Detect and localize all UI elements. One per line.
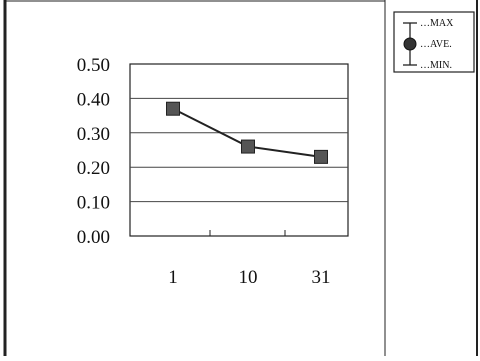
y-axis-tick-labels: 0.50 0.40 0.30 0.20 0.10 0.00 <box>77 55 110 248</box>
data-point-marker <box>166 101 180 116</box>
legend-label-ave: …AVE. <box>420 39 452 50</box>
y-tick-label: 0.30 <box>77 124 110 145</box>
legend-ave-marker-icon <box>403 37 417 51</box>
x-axis-tick-labels: 1 10 31 <box>168 267 330 288</box>
data-point-marker <box>314 149 328 164</box>
x-tick-label: 1 <box>168 267 178 288</box>
plot-area <box>129 63 349 237</box>
y-tick-label: 0.20 <box>77 158 110 179</box>
y-tick-label: 0.10 <box>77 193 110 214</box>
x-axis-ticks <box>209 230 286 236</box>
y-tick-label: 0.00 <box>77 227 110 248</box>
legend-label-max: …MAX <box>420 18 454 29</box>
y-tick-label: 0.40 <box>77 89 110 110</box>
legend: …MAX …AVE. …MIN. <box>393 11 475 73</box>
x-tick-label: 31 <box>312 267 331 288</box>
x-tick-label: 10 <box>239 267 258 288</box>
legend-label-min: …MIN. <box>420 60 452 71</box>
grid-lines <box>130 97 348 203</box>
series-ave <box>166 101 328 164</box>
y-tick-label: 0.50 <box>77 55 110 76</box>
data-point-marker <box>241 139 255 154</box>
chart-frame <box>3 0 478 356</box>
